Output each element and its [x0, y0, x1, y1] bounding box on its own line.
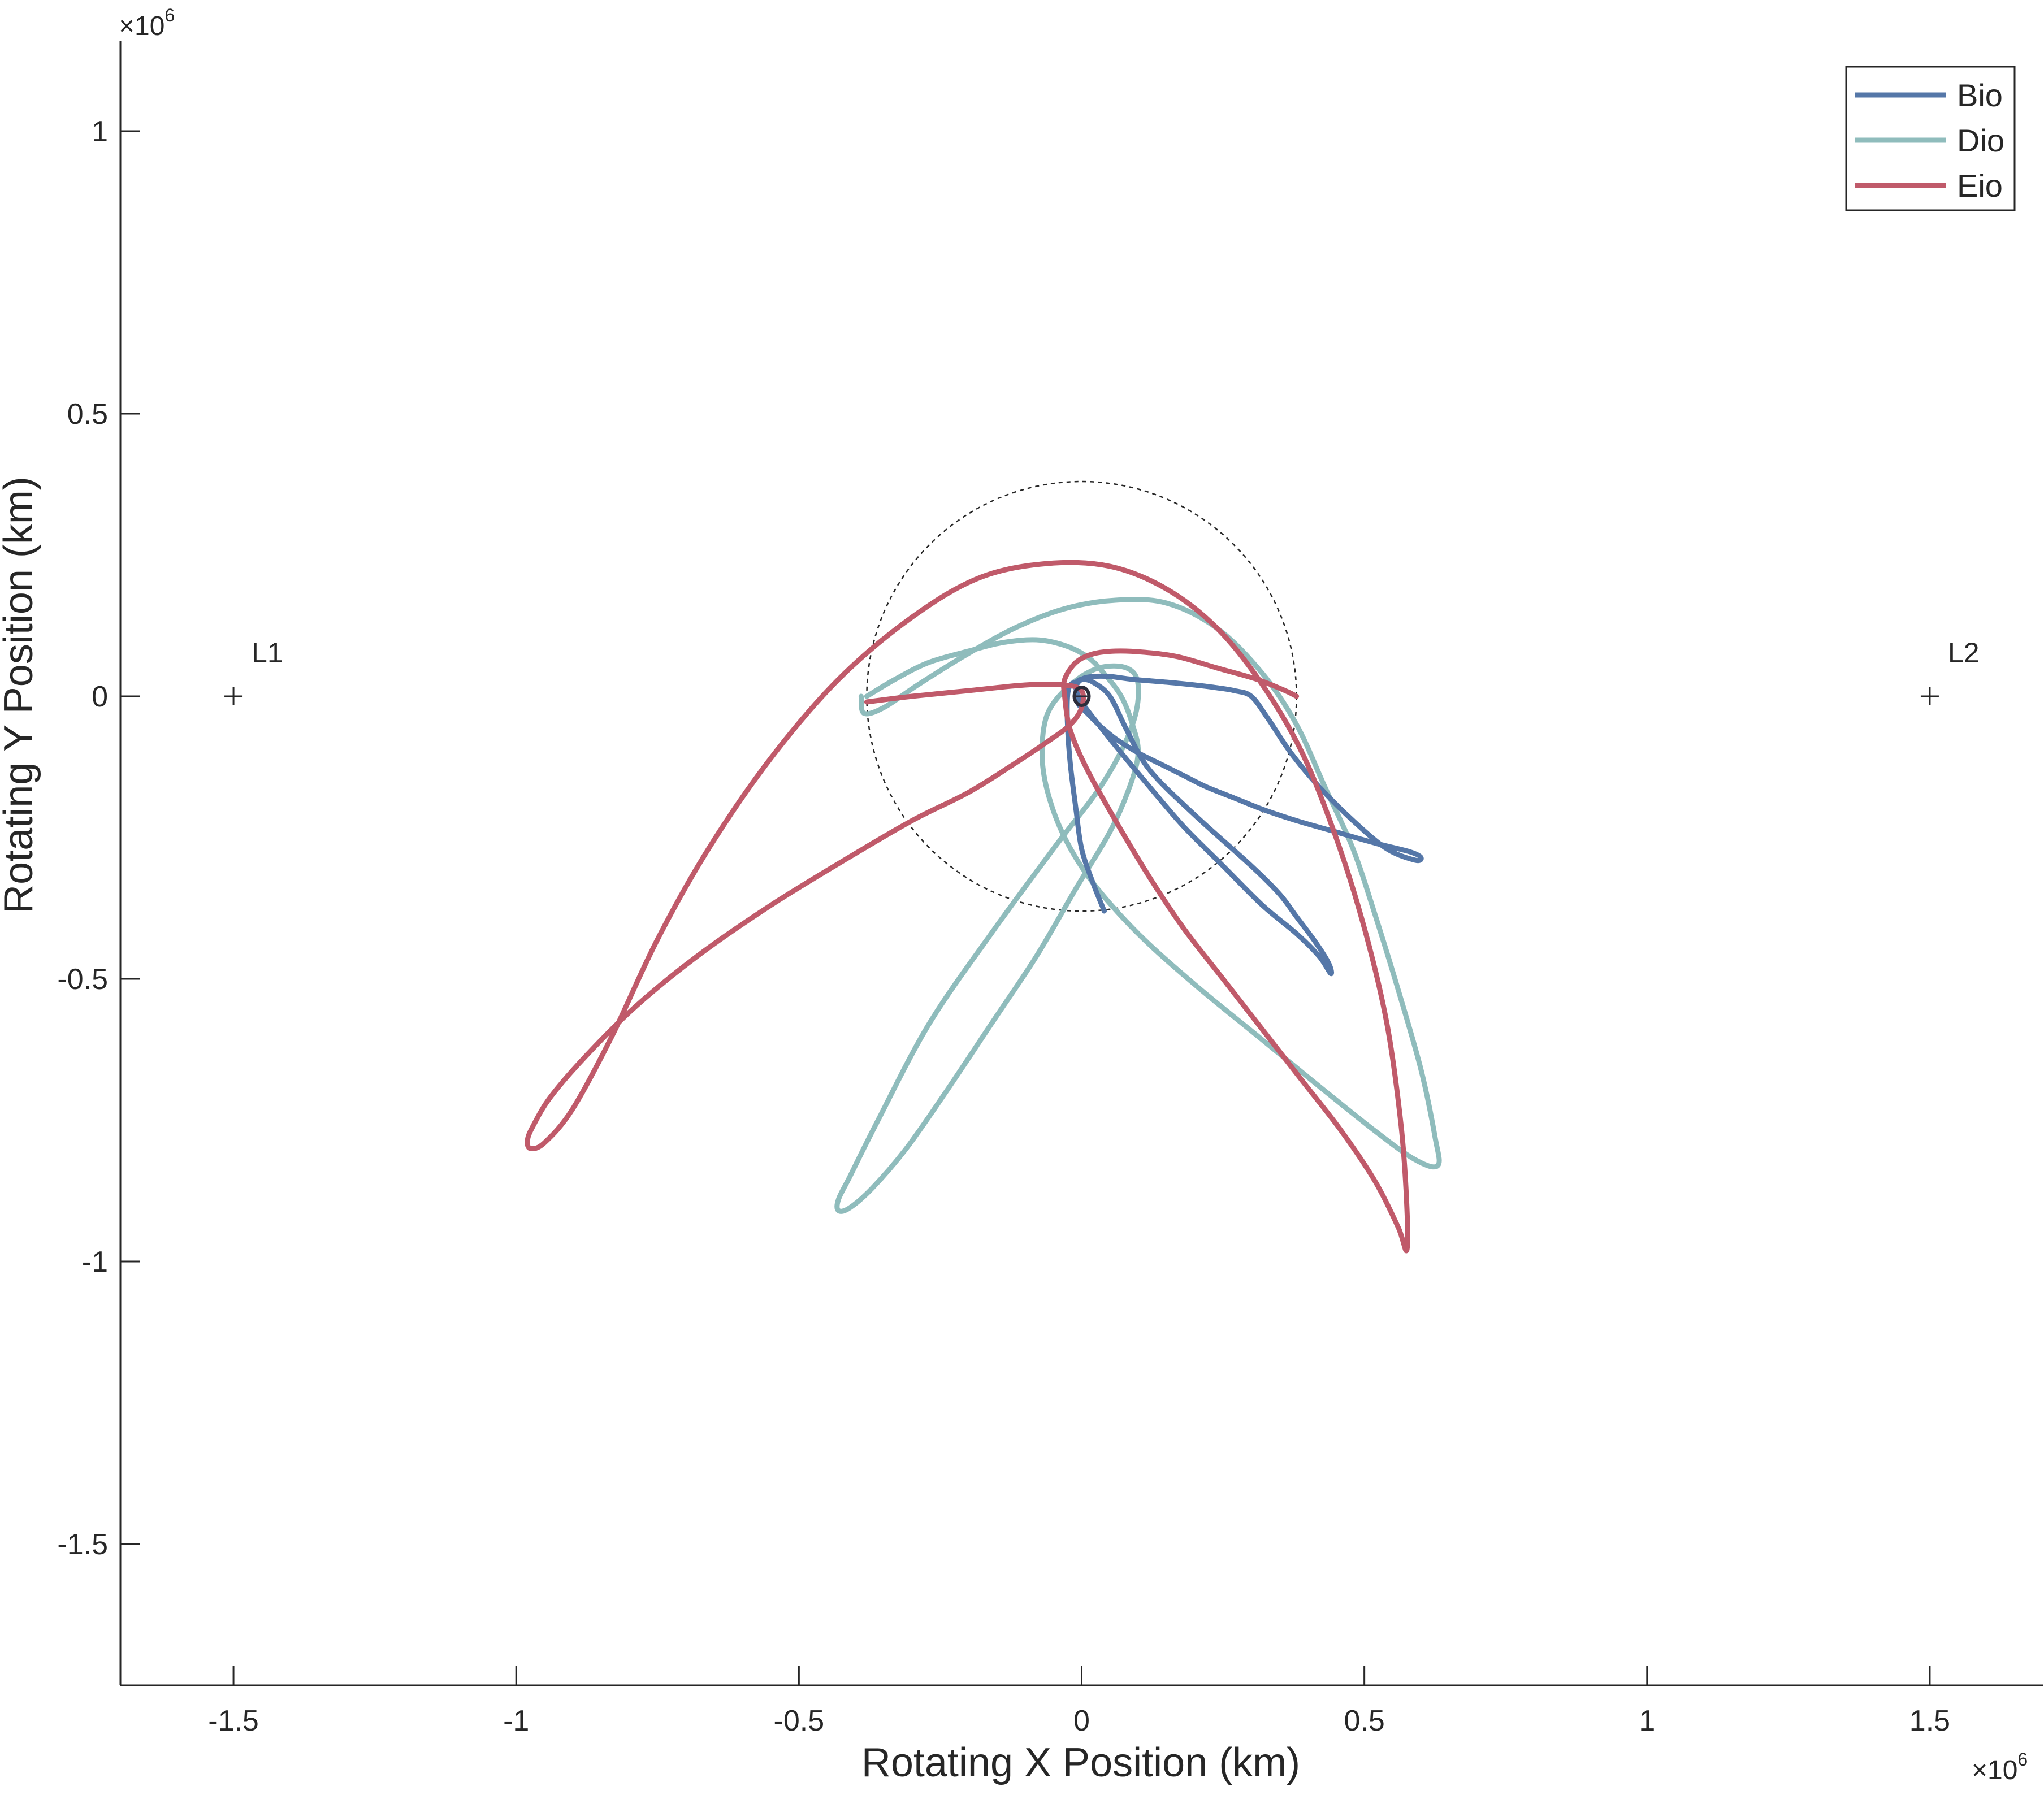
lagrange-label-l2: L2 — [1948, 637, 1980, 669]
lagrange-label-l1: L1 — [252, 637, 283, 669]
legend-label-bio: Bio — [1957, 77, 2003, 113]
series-line-dio — [834, 597, 1442, 1214]
x-tick-label: -0.5 — [774, 1705, 825, 1737]
x-multiplier-exponent: 6 — [2017, 1749, 2028, 1770]
legend: Bio Dio Eio — [1845, 66, 2016, 211]
plot-area: L1 L2 — [224, 480, 1980, 1254]
x-tick-label: -1.5 — [208, 1705, 259, 1737]
series-layer — [525, 560, 1442, 1254]
x-axis-multiplier: ×106 — [1972, 1749, 2028, 1785]
y-tick-label: 0 — [92, 680, 108, 713]
x-multiplier-base: ×10 — [1972, 1755, 2017, 1785]
y-tick-label: -1.5 — [57, 1528, 108, 1561]
x-tick-label: 1.5 — [1909, 1705, 1950, 1737]
x-axis-label: Rotating X Position (km) — [861, 1740, 1300, 1785]
y-tick-label: 1 — [92, 115, 108, 148]
x-tick-label: 0 — [1073, 1705, 1090, 1737]
y-tick-label: -1 — [82, 1246, 108, 1278]
y-tick-label: 0.5 — [67, 398, 108, 431]
series-line-eio — [525, 560, 1410, 1254]
series-line-bio — [1064, 673, 1424, 977]
annotation-layer: L1 L2 — [224, 637, 1980, 705]
x-tick-label: 1 — [1639, 1705, 1655, 1737]
y-axis-label: Rotating Y Position (km) — [0, 476, 41, 914]
x-tick-label: 0.5 — [1344, 1705, 1384, 1737]
legend-label-dio: Dio — [1957, 123, 2004, 158]
legend-label-eio: Eio — [1957, 168, 2003, 203]
y-tick-label: -0.5 — [57, 963, 108, 996]
x-tick-label: -1 — [503, 1705, 529, 1737]
axes: -1.5 -1 -0.5 0 0.5 1 1.5 -1.5 -1 -0.5 0 0.5 1 — [57, 41, 2043, 1737]
y-multiplier-base: ×10 — [119, 11, 164, 41]
y-axis-multiplier: ×106 — [119, 5, 175, 41]
y-multiplier-exponent: 6 — [164, 5, 175, 25]
